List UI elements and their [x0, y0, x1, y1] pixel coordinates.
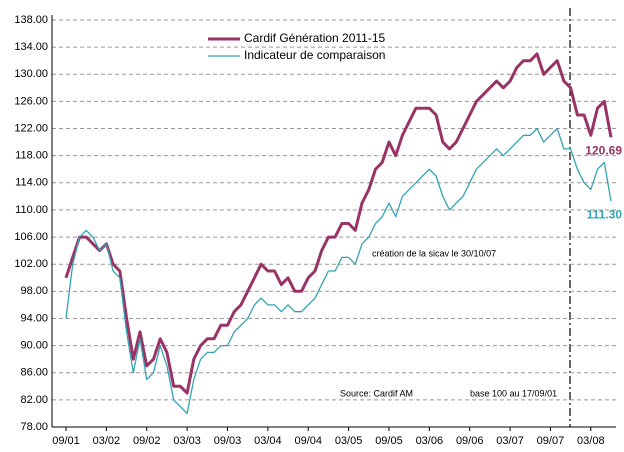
x-tick-label: 03/06 [416, 435, 444, 447]
x-tick-label: 09/05 [375, 435, 403, 447]
y-tick-label: 78.00 [20, 421, 48, 433]
y-tick-label: 138.00 [14, 14, 48, 26]
legend-label: Indicateur de comparaison [244, 48, 385, 62]
y-tick-label: 126.00 [14, 95, 48, 107]
end-label: 120.69 [585, 144, 622, 158]
x-tick-label: 09/03 [214, 435, 242, 447]
y-tick-label: 86.00 [20, 367, 48, 379]
series-line [64, 52, 613, 395]
annotation: création de la sicav le 30/10/07 [372, 248, 496, 258]
x-tick-label: 03/08 [577, 435, 605, 447]
x-tick-label: 03/02 [93, 435, 121, 447]
annotation: Source: Cardif AM [340, 388, 413, 398]
end-label: 111.30 [587, 207, 623, 221]
x-tick-label: 03/04 [254, 435, 282, 447]
x-tick-label: 09/01 [52, 435, 80, 447]
x-tick-label: 03/03 [173, 435, 201, 447]
x-tick-label: 09/07 [537, 435, 565, 447]
legend-label: Cardif Génération 2011-15 [244, 31, 386, 45]
y-tick-label: 114.00 [15, 177, 48, 189]
x-tick-label: 09/04 [294, 435, 322, 447]
x-tick-label: 09/06 [456, 435, 484, 447]
y-tick-label: 90.00 [20, 340, 48, 352]
y-tick-label: 118.00 [15, 150, 48, 162]
y-tick-label: 122.00 [14, 122, 48, 134]
series-line [65, 127, 612, 415]
x-tick-label: 03/05 [335, 435, 363, 447]
x-tick-label: 09/02 [133, 435, 161, 447]
y-tick-label: 110.00 [15, 204, 48, 216]
annotation: base 100 au 17/09/01 [470, 388, 557, 398]
y-tick-label: 134.00 [14, 41, 48, 53]
y-tick-label: 102.00 [14, 258, 48, 270]
x-tick-label: 03/07 [496, 435, 524, 447]
y-tick-label: 130.00 [14, 68, 48, 80]
y-tick-label: 106.00 [14, 231, 48, 243]
y-tick-label: 98.00 [20, 285, 48, 297]
y-tick-label: 94.00 [20, 312, 48, 324]
y-tick-label: 82.00 [20, 394, 48, 406]
